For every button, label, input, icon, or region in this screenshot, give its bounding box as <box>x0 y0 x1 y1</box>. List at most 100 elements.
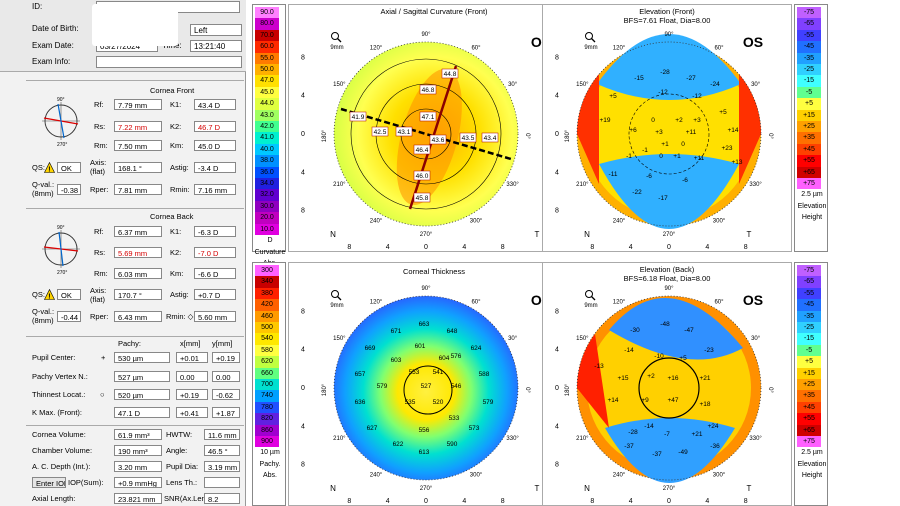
map-value: -7 <box>664 431 670 438</box>
front-k1-value: 43.4 D <box>194 99 236 110</box>
front-qval-label: Q-val.: <box>32 180 55 189</box>
magnifier-icon[interactable] <box>331 290 342 301</box>
elevation-back-map[interactable]: Elevation (Back) BFS=6.18 Float, Dia=8.0… <box>542 262 792 506</box>
value-box <box>441 68 459 79</box>
exam-info-field[interactable] <box>96 56 242 68</box>
warning-icon[interactable]: ! <box>44 289 55 300</box>
value-box <box>413 144 431 155</box>
pachy-row-value: 47.1 D <box>114 407 170 418</box>
scale-step: -35 <box>797 52 821 64</box>
scale-step: -15 <box>797 333 821 345</box>
time-field[interactable]: 13:21:40 <box>190 40 242 52</box>
axial-length-label: Axial Length: <box>32 494 76 503</box>
cornea-volume-label: Cornea Volume: <box>32 430 86 439</box>
magnifier-icon[interactable] <box>331 32 342 43</box>
y-tick: 8 <box>555 54 559 61</box>
front-astig-label: Astig: <box>170 163 189 172</box>
back-k1-value: -6.3 D <box>194 226 236 237</box>
chamber-volume-label: Chamber Volume: <box>32 446 93 455</box>
x-tick: 0 <box>667 244 671 251</box>
x-tick: 8 <box>590 498 594 505</box>
iop-label: IOP(Sum): <box>68 478 104 487</box>
map-value: -10 <box>654 353 664 360</box>
front-rmin-value: 7.16 mm <box>194 184 236 195</box>
y-tick: 4 <box>301 169 305 176</box>
map-value: 588 <box>479 371 490 378</box>
map-value: +18 <box>699 401 710 408</box>
front-axis-label: Axis: <box>90 158 107 167</box>
enter-iop-button[interactable]: Enter IOP <box>32 477 66 488</box>
map-value: +5 <box>719 109 727 116</box>
scale-step: 43.0 <box>255 109 279 121</box>
front-k2-value: 46.7 D <box>194 121 236 132</box>
map-title: Corneal Thickness <box>403 267 465 276</box>
back-km-label: Km: <box>170 269 184 278</box>
back-rper-label: Rper: <box>90 312 109 321</box>
x-tick: 8 <box>347 244 351 251</box>
map-value: -22 <box>632 189 642 196</box>
back-axis-label: Axis: <box>90 286 107 295</box>
degree-label: 120° <box>370 299 383 305</box>
low-zone-top <box>597 34 741 100</box>
map-value: 556 <box>419 427 430 434</box>
elevation-front-map[interactable]: Elevation (Front) BFS=7.61 Float, Dia=8.… <box>542 4 792 252</box>
scale-step: -45 <box>797 299 821 311</box>
thinnest-symbol: ○ <box>100 390 105 399</box>
svg-text:90°: 90° <box>57 97 65 103</box>
pupil-ring <box>403 365 453 415</box>
front-rf-label: Rf: <box>94 100 104 109</box>
scale-step: 30.0 <box>255 200 279 213</box>
pachy-row-y: -0.62 <box>212 389 240 400</box>
magnifier-icon[interactable] <box>585 290 596 301</box>
map-value: -37 <box>652 451 662 458</box>
y-tick: 8 <box>555 208 559 215</box>
diameter-label: 9mm <box>584 45 597 51</box>
map-value: -30 <box>630 327 640 334</box>
axial-curvature-map[interactable]: Axial / Sagittal Curvature (Front) 90° 12… <box>288 4 580 252</box>
magnifier-icon[interactable] <box>585 32 596 43</box>
x-tick: 4 <box>705 244 709 251</box>
map-value: 43.6 <box>432 137 445 144</box>
scale-step: 40.0 <box>255 143 279 156</box>
scale-step: -45 <box>797 41 821 53</box>
temporal-label: T <box>535 230 540 239</box>
degree-label: 90° <box>421 32 431 38</box>
warning-icon[interactable]: ! <box>44 162 55 173</box>
back-k2-label: K2: <box>170 248 182 257</box>
map-value: +21 <box>699 375 710 382</box>
map-value: -15 <box>634 75 644 82</box>
map-value: 44.8 <box>444 71 457 78</box>
map-title: Elevation (Front) <box>639 7 695 16</box>
steep-zone <box>396 68 462 205</box>
x-tick: 4 <box>462 244 466 251</box>
map-value: +19 <box>599 117 610 124</box>
map-value: 0 <box>681 141 685 148</box>
map-value: 579 <box>483 399 494 406</box>
scale-step: +5 <box>797 98 821 110</box>
map-canvas: 90° 120° 60° 150° 30° 180° 0° 210° 330° 240° 300° 2… <box>301 286 551 505</box>
map-value: +15 <box>617 375 628 382</box>
y-tick: 8 <box>555 308 559 315</box>
svg-text:!: ! <box>48 294 50 301</box>
scale-step: 10.0 <box>255 223 279 235</box>
corneal-thickness-map[interactable]: Corneal Thickness 90° 120° 60° 150° 30° 180° 0… <box>288 262 580 506</box>
map-canvas: 90° 120° 60° 150° 30° 180° 0° 210° 330° 240° 300° 2… <box>555 286 773 505</box>
map-value: -28 <box>660 69 670 76</box>
low-zone-top <box>609 298 743 360</box>
degree-label: 90° <box>421 286 431 292</box>
degree-label: 30° <box>508 336 518 342</box>
y-tick: 8 <box>301 308 305 315</box>
pachy-row-y: +0.19 <box>212 352 240 363</box>
scale-step: 300 <box>255 265 279 277</box>
pachy-row-x: 0.00 <box>176 371 208 382</box>
map-subtitle: BFS=6.18 Float, Dia=8.00 <box>623 274 711 283</box>
scale-step: +75 <box>797 436 821 448</box>
map-value: 46.0 <box>416 173 429 180</box>
map-canvas: 90° 120° 60° 150° 30° 180° 0° 210° 330° 240° 300° 2… <box>301 32 551 251</box>
eye-field[interactable]: Left <box>190 24 242 36</box>
scale-step: 660 <box>255 367 279 379</box>
scale-step: -65 <box>797 18 821 30</box>
back-axis-sub: (flat) <box>90 295 105 304</box>
degree-label: 210° <box>576 182 589 188</box>
map-value: 636 <box>355 399 366 406</box>
